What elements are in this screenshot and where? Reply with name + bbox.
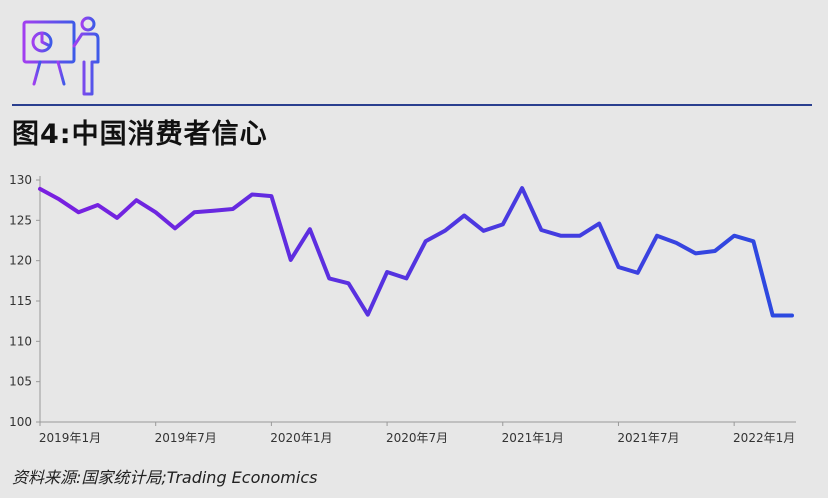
- x-tick-label: 2019年1月: [39, 431, 101, 445]
- x-tick-label: 2020年7月: [386, 431, 448, 445]
- chart-title: 图4:中国消费者信心: [12, 119, 268, 150]
- header-rule: [12, 104, 812, 106]
- series-line: [38, 186, 794, 318]
- presenter-at-easel-icon: [22, 16, 100, 96]
- axes: 100 105 110 115 120 125 130 2019年1月 2019年7月 2020年…: [9, 173, 796, 445]
- y-tick-label: 130: [9, 173, 32, 187]
- x-tick-label: 2021年7月: [617, 431, 679, 445]
- line-chart: 100 105 110 115 120 125 130 2019年1月 2019年7月 2020年…: [9, 173, 796, 445]
- x-tick-label: 2020年1月: [270, 431, 332, 445]
- x-tick-label: 2021年1月: [502, 431, 564, 445]
- series-line-group: [38, 186, 794, 318]
- y-tick-label: 110: [9, 334, 32, 348]
- source-note: 资料来源:国家统计局;Trading Economics: [12, 468, 318, 487]
- x-tick-label: 2019年7月: [155, 431, 217, 445]
- y-tick-label: 120: [9, 254, 32, 268]
- y-tick-label: 115: [9, 294, 32, 308]
- y-tick-label: 105: [9, 375, 32, 389]
- y-tick-label: 100: [9, 415, 32, 429]
- x-tick-label: 2022年1月: [733, 431, 795, 445]
- y-tick-label: 125: [9, 213, 32, 227]
